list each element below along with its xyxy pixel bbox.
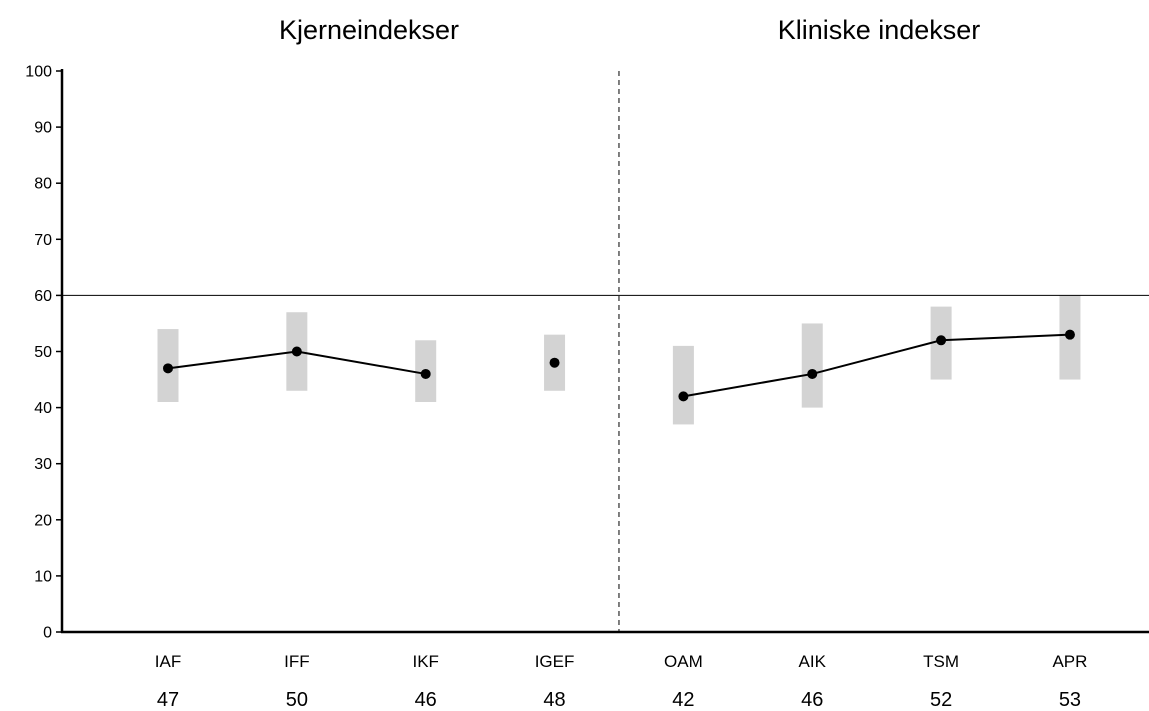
category-label-aik: AIK (799, 652, 827, 671)
interval-band-aik (801, 323, 823, 408)
category-label-oam: OAM (664, 652, 703, 671)
value-label-aik: 46 (801, 689, 823, 711)
y-tick-label-0: 0 (43, 625, 52, 642)
category-label-iff: IFF (284, 652, 310, 671)
category-label-ikf: IKF (412, 652, 438, 671)
data-point-tsm (936, 335, 947, 346)
category-label-iaf: IAF (155, 652, 181, 671)
y-tick-label-80: 80 (34, 176, 52, 193)
y-tick-label-50: 50 (34, 344, 52, 361)
value-label-apr: 53 (1059, 689, 1081, 711)
group-title-clinical: Kliniske indekser (778, 15, 981, 45)
y-tick-label-40: 40 (34, 400, 52, 417)
data-point-apr (1064, 329, 1075, 340)
y-tick-label-10: 10 (34, 568, 52, 585)
category-label-igef: IGEF (535, 652, 575, 671)
data-point-ikf (420, 368, 431, 379)
y-tick-label-90: 90 (34, 120, 52, 137)
data-point-iff (291, 346, 302, 357)
y-tick-label-60: 60 (34, 288, 52, 305)
value-label-ikf: 46 (415, 689, 437, 711)
data-point-oam (678, 391, 689, 402)
data-point-igef (549, 357, 560, 368)
value-label-tsm: 52 (930, 689, 952, 711)
y-tick-label-70: 70 (34, 232, 52, 249)
series-line-2 (683, 333, 1070, 398)
category-label-tsm: TSM (923, 652, 959, 671)
value-label-iff: 50 (286, 689, 308, 711)
y-tick-label-100: 100 (25, 64, 52, 81)
y-tick-label-20: 20 (34, 512, 52, 529)
interval-band-oam (672, 345, 694, 425)
group-title-core: Kjerneindekser (279, 15, 459, 45)
category-label-apr: APR (1052, 652, 1087, 671)
y-tick-label-30: 30 (34, 456, 52, 473)
data-point-aik (807, 368, 818, 379)
value-label-oam: 42 (672, 689, 694, 711)
data-point-iaf (163, 363, 173, 374)
value-label-igef: 48 (543, 689, 565, 711)
value-label-iaf: 47 (157, 689, 179, 711)
